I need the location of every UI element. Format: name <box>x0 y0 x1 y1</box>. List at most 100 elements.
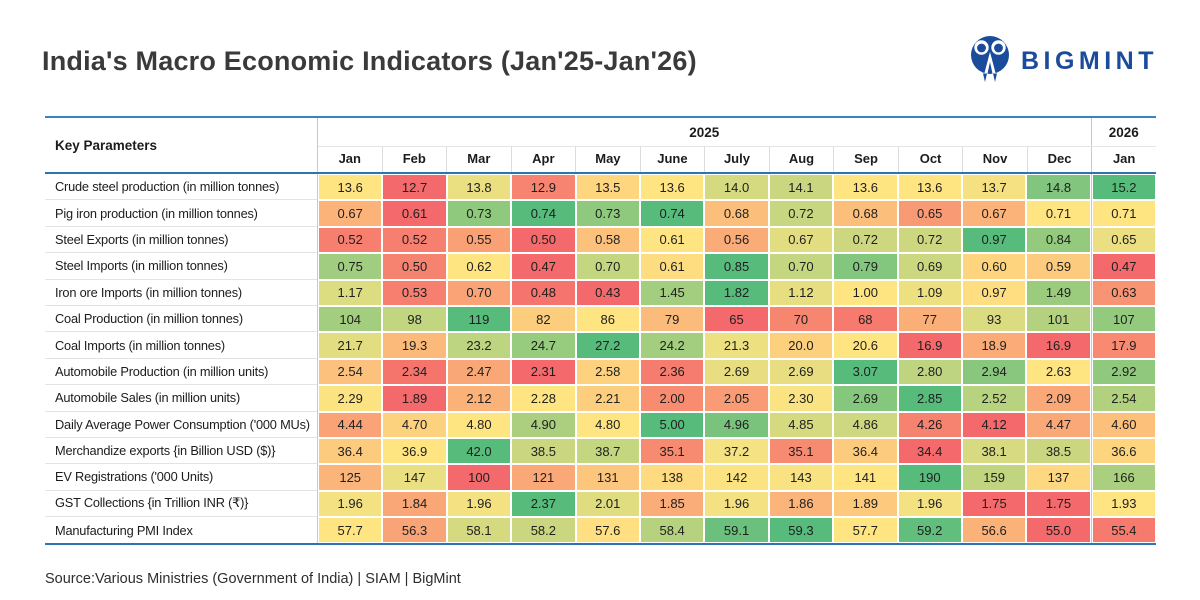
row-label: Iron ore Imports (in million tonnes) <box>45 279 318 306</box>
data-cell: 77 <box>898 306 961 332</box>
data-cell: 4.12 <box>962 412 1026 437</box>
data-cell: 17.9 <box>1092 333 1156 358</box>
data-cell-wrap: 2.28 <box>511 385 575 411</box>
data-cell: 0.73 <box>576 201 639 226</box>
data-cell-wrap: 2.12 <box>447 385 511 411</box>
data-cell-wrap: 98 <box>382 306 446 332</box>
row-label: Automobile Sales (in million units) <box>45 385 318 412</box>
data-cell: 0.52 <box>383 227 446 253</box>
data-cell-wrap: 0.69 <box>898 253 962 279</box>
data-cell: 0.58 <box>576 227 639 253</box>
data-cell: 57.6 <box>576 518 639 543</box>
data-cell-wrap: 86 <box>576 306 640 332</box>
data-cell: 1.82 <box>705 280 768 305</box>
data-cell-wrap: 1.75 <box>962 491 1026 517</box>
data-cell: 0.72 <box>769 201 833 226</box>
data-cell-wrap: 0.56 <box>704 227 768 253</box>
table-row: Coal Imports (in million tonnes) 21.7 19.3… <box>45 332 1156 359</box>
data-cell: 2.12 <box>447 386 511 411</box>
data-cell-wrap: 15.2 <box>1090 174 1156 201</box>
data-cell: 65 <box>705 306 768 332</box>
data-cell: 36.4 <box>834 438 897 464</box>
data-cell-wrap: 2.31 <box>511 359 575 385</box>
data-cell: 2.09 <box>1027 386 1090 411</box>
data-cell-wrap: 4.12 <box>962 412 1026 438</box>
data-cell: 137 <box>1027 465 1090 490</box>
data-cell-wrap: 2.69 <box>769 359 833 385</box>
data-cell: 138 <box>640 465 704 490</box>
data-cell-wrap: 2.30 <box>769 385 833 411</box>
data-cell-wrap: 36.9 <box>382 438 446 464</box>
table-row: Automobile Production (in million units)… <box>45 358 1156 386</box>
table-row: Crude steel production (in million tonne… <box>45 174 1156 201</box>
year-header-2026: 2026 <box>1090 118 1156 146</box>
data-cell-wrap: 55.0 <box>1026 517 1090 543</box>
data-cell: 56.3 <box>383 518 446 543</box>
data-cell-wrap: 4.96 <box>704 412 768 438</box>
data-cell-wrap: 65 <box>704 306 768 332</box>
data-cell: 82 <box>512 306 575 332</box>
table-header: Key Parameters 2025 2026 Jan Feb Mar Apr May… <box>45 116 1156 174</box>
table-row: Automobile Sales (in million units) 2.29 1… <box>45 385 1156 412</box>
data-cell: 2.69 <box>834 386 897 411</box>
data-cell: 1.96 <box>898 491 961 517</box>
row-label: GST Collections {in Trillion INR (₹)} <box>45 490 318 518</box>
data-cell: 24.7 <box>512 333 575 358</box>
data-cell: 13.6 <box>640 175 704 200</box>
data-cell: 4.44 <box>319 412 382 437</box>
data-cell-wrap: 0.85 <box>704 253 768 279</box>
data-cell: 1.85 <box>640 491 704 517</box>
data-cell: 57.7 <box>834 518 897 543</box>
data-cell-wrap: 21.7 <box>318 332 382 358</box>
data-cell-wrap: 4.47 <box>1026 412 1090 438</box>
data-cell: 0.67 <box>769 227 833 253</box>
data-cell: 56.6 <box>962 518 1026 543</box>
data-cell-wrap: 1.85 <box>640 491 704 517</box>
data-cell-wrap: 4.26 <box>898 412 962 438</box>
row-label: Coal Production (in million tonnes) <box>45 305 318 333</box>
data-cell: 1.89 <box>383 386 446 411</box>
data-cell: 2.30 <box>769 386 833 411</box>
data-cell-wrap: 59.3 <box>769 517 833 543</box>
data-cell: 27.2 <box>576 333 639 358</box>
data-cell: 0.61 <box>383 201 446 226</box>
data-cell-wrap: 2.69 <box>833 385 897 411</box>
data-cell-wrap: 0.60 <box>962 253 1026 279</box>
data-cell: 12.9 <box>512 175 575 200</box>
data-cell: 13.6 <box>319 175 382 200</box>
data-cell: 59.1 <box>705 518 768 543</box>
data-cell-wrap: 2.01 <box>576 491 640 517</box>
data-cell-wrap: 79 <box>640 306 704 332</box>
data-cell-wrap: 142 <box>704 464 768 490</box>
data-cell: 2.80 <box>898 359 961 385</box>
data-cell-wrap: 1.93 <box>1090 490 1156 518</box>
data-cell-wrap: 0.61 <box>640 253 704 279</box>
data-cell: 1.86 <box>769 491 833 517</box>
data-cell-wrap: 2.36 <box>640 359 704 385</box>
data-cell: 2.29 <box>319 386 382 411</box>
data-cell-wrap: 17.9 <box>1090 332 1156 359</box>
data-cell: 4.26 <box>898 412 961 437</box>
data-cell: 4.47 <box>1027 412 1090 437</box>
data-cell: 20.0 <box>769 333 833 358</box>
data-cell-wrap: 119 <box>447 306 511 332</box>
data-cell: 1.49 <box>1027 280 1090 305</box>
table-body: Crude steel production (in million tonne… <box>45 174 1156 546</box>
month-header-june: June <box>639 147 705 172</box>
data-cell-wrap: 143 <box>769 464 833 490</box>
data-cell-wrap: 5.00 <box>640 412 704 438</box>
table-row: GST Collections {in Trillion INR (₹)} 1.9… <box>45 490 1156 518</box>
data-cell-wrap: 0.73 <box>447 200 511 226</box>
table-row: Steel Imports (in million tonnes) 0.75 0.5… <box>45 253 1156 280</box>
data-cell-wrap: 137 <box>1026 464 1090 490</box>
data-cell-wrap: 1.75 <box>1026 491 1090 517</box>
data-cell: 2.00 <box>640 386 704 411</box>
data-cell-wrap: 2.80 <box>898 359 962 385</box>
row-label: Merchandize exports {in Billion USD ($)} <box>45 437 318 465</box>
month-header-mar: Mar <box>446 147 511 172</box>
data-cell-wrap: 0.75 <box>318 253 382 279</box>
month-header-apr: Apr <box>510 147 576 172</box>
data-cell-wrap: 14.1 <box>769 174 833 200</box>
data-cell: 15.2 <box>1092 175 1156 200</box>
data-cell-wrap: 2.63 <box>1026 359 1090 385</box>
